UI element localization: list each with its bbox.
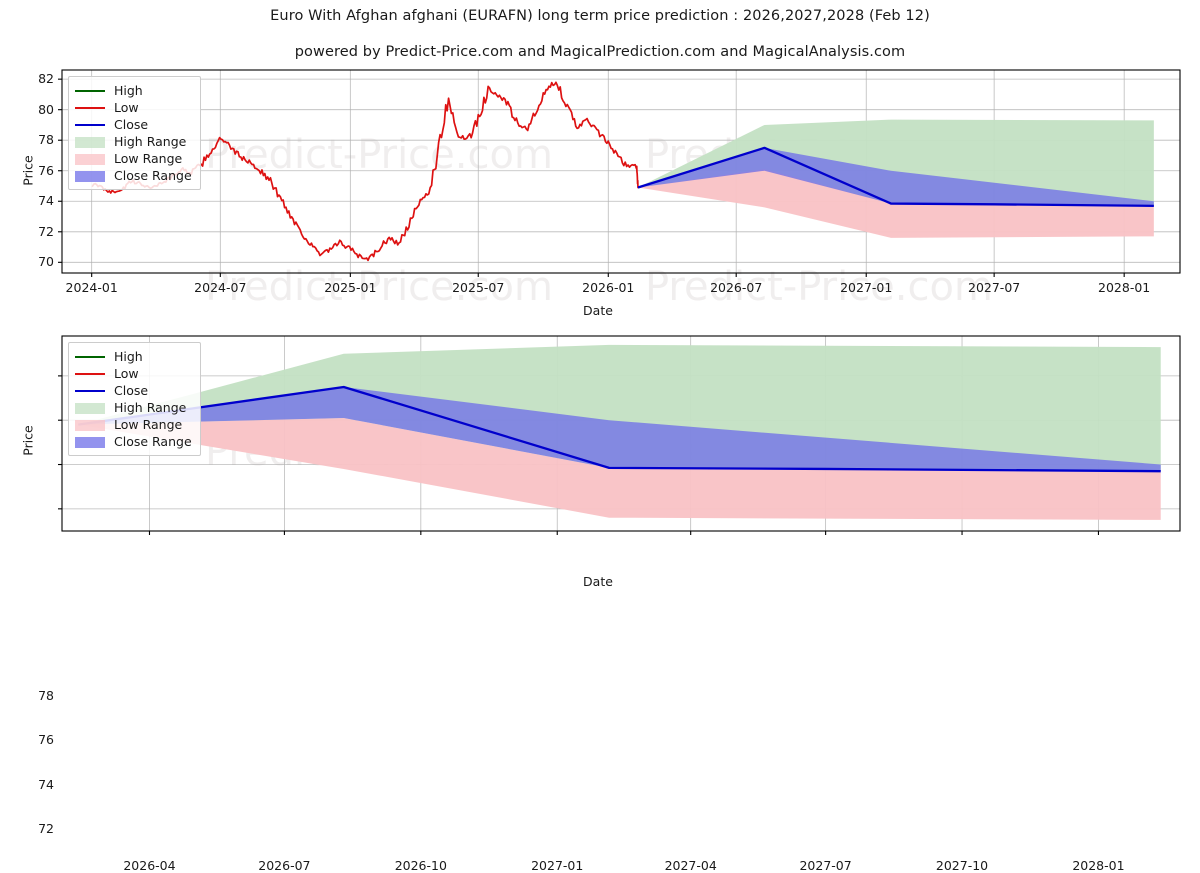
legend-line-swatch-icon <box>75 119 105 131</box>
top-chart-legend: High Low Close High Range Low Range Close Ran… <box>68 76 201 190</box>
legend-line-swatch-icon <box>75 368 105 380</box>
legend-label: Close Range <box>114 433 192 449</box>
x-axis-tick-label: 2026-04 <box>123 858 176 873</box>
y-axis-tick-label: 78 <box>38 132 54 148</box>
x-axis-tick-label: 2025-01 <box>324 280 377 295</box>
legend-label: High Range <box>114 399 187 415</box>
legend-label: Low <box>114 99 139 115</box>
y-axis-tick-label: 74 <box>38 193 54 209</box>
chart-subtitle: powered by Predict-Price.com and Magical… <box>294 44 906 60</box>
bottom-chart-legend-item-high[interactable]: High <box>75 348 192 365</box>
y-axis-tick-label: 72 <box>38 820 54 836</box>
legend-line-swatch-icon <box>75 102 105 114</box>
legend-label: Low Range <box>114 416 183 432</box>
watermark-text: Predict-Price.com <box>205 132 553 178</box>
x-axis-tick-label: 2027-04 <box>664 858 717 873</box>
legend-label: High Range <box>114 133 187 149</box>
y-axis-tick-label: 82 <box>38 71 54 87</box>
top-chart-legend-item-high-range[interactable]: High Range <box>75 133 192 150</box>
top-chart-legend-item-low[interactable]: Low <box>75 99 192 116</box>
legend-label: Close Range <box>114 167 192 183</box>
close-forecast-line <box>78 385 1161 473</box>
top-chart-legend-item-close-range[interactable]: Close Range <box>75 167 192 184</box>
legend-label: Close <box>114 116 149 132</box>
y-axis-tick-label: 80 <box>38 101 54 117</box>
band-high-range <box>78 344 1161 472</box>
top-chart-svg: Predict-Price.com Predict-Price.com Predic… <box>58 69 1181 310</box>
top-chart-legend-item-high[interactable]: High <box>75 82 192 99</box>
bottom-chart-legend-item-close-range[interactable]: Close Range <box>75 433 192 450</box>
x-axis-tick-label: 2028-01 <box>1072 858 1125 873</box>
watermark-text: Predict-Price.com <box>645 264 993 310</box>
y-axis-tick-label: 76 <box>38 162 54 178</box>
legend-patch-swatch-icon <box>75 402 105 414</box>
bottom-chart-legend-item-high-range[interactable]: High Range <box>75 399 192 416</box>
top-chart-panel: Predict-Price.com Predict-Price.com Predic… <box>0 0 1200 320</box>
x-axis-tick-label: 2024-01 <box>65 280 118 295</box>
close-forecast-line <box>637 146 1154 207</box>
x-axis-tick-label: 2027-07 <box>799 858 852 873</box>
bottom-chart-ylabel: Price <box>20 425 36 456</box>
band-low-range <box>637 169 1154 238</box>
x-axis-tick-label: 2027-07 <box>968 280 1021 295</box>
top-chart-legend-item-low-range[interactable]: Low Range <box>75 150 192 167</box>
legend-label: Low <box>114 365 139 381</box>
legend-label: Low Range <box>114 150 183 166</box>
legend-patch-swatch-icon <box>75 436 105 448</box>
x-axis-tick-label: 2028-01 <box>1098 280 1151 295</box>
legend-label: High <box>114 82 143 98</box>
x-axis-tick-label: 2027-10 <box>935 858 989 873</box>
legend-label: Close <box>114 382 149 398</box>
top-chart-xlabel: Date <box>583 303 613 318</box>
top-chart-legend-item-close[interactable]: Close <box>75 116 192 133</box>
x-axis-tick-label: 2026-07 <box>710 280 763 295</box>
y-axis-tick-label: 78 <box>38 687 54 703</box>
y-axis-tick-label: 70 <box>38 254 54 270</box>
legend-patch-swatch-icon <box>75 419 105 431</box>
band-close-range <box>78 386 1161 472</box>
band-close-range <box>637 147 1154 206</box>
y-axis-tick-label: 72 <box>38 223 54 239</box>
x-axis-tick-label: 2026-10 <box>394 858 447 873</box>
x-axis-tick-label: 2025-07 <box>452 280 505 295</box>
legend-line-swatch-icon <box>75 385 105 397</box>
y-axis-tick-label: 74 <box>38 776 54 792</box>
legend-line-swatch-icon <box>75 351 105 363</box>
y-axis-tick-label: 76 <box>38 732 54 748</box>
legend-patch-swatch-icon <box>75 153 105 165</box>
legend-label: High <box>114 348 143 364</box>
bottom-chart-legend-item-low-range[interactable]: Low Range <box>75 416 192 433</box>
watermark-text: Predict-Price.com <box>205 264 553 310</box>
x-axis-tick-label: 2027-01 <box>840 280 893 295</box>
x-axis-tick-label: 2026-07 <box>258 858 311 873</box>
bottom-chart-legend-item-close[interactable]: Close <box>75 382 192 399</box>
x-axis-tick-label: 2024-07 <box>194 280 247 295</box>
band-high-range <box>637 119 1154 206</box>
bottom-chart-legend: High Low Close High Range Low Range Close Ran… <box>68 342 201 456</box>
x-axis-tick-label: 2027-01 <box>531 858 584 873</box>
bottom-chart-legend-item-low[interactable]: Low <box>75 365 192 382</box>
legend-line-swatch-icon <box>75 85 105 97</box>
bottom-chart-xlabel: Date <box>583 574 613 589</box>
chart-title: Euro With Afghan afghani (EURAFN) long t… <box>270 8 930 24</box>
legend-patch-swatch-icon <box>75 136 105 148</box>
x-axis-tick-label: 2026-01 <box>582 280 635 295</box>
legend-patch-swatch-icon <box>75 170 105 182</box>
